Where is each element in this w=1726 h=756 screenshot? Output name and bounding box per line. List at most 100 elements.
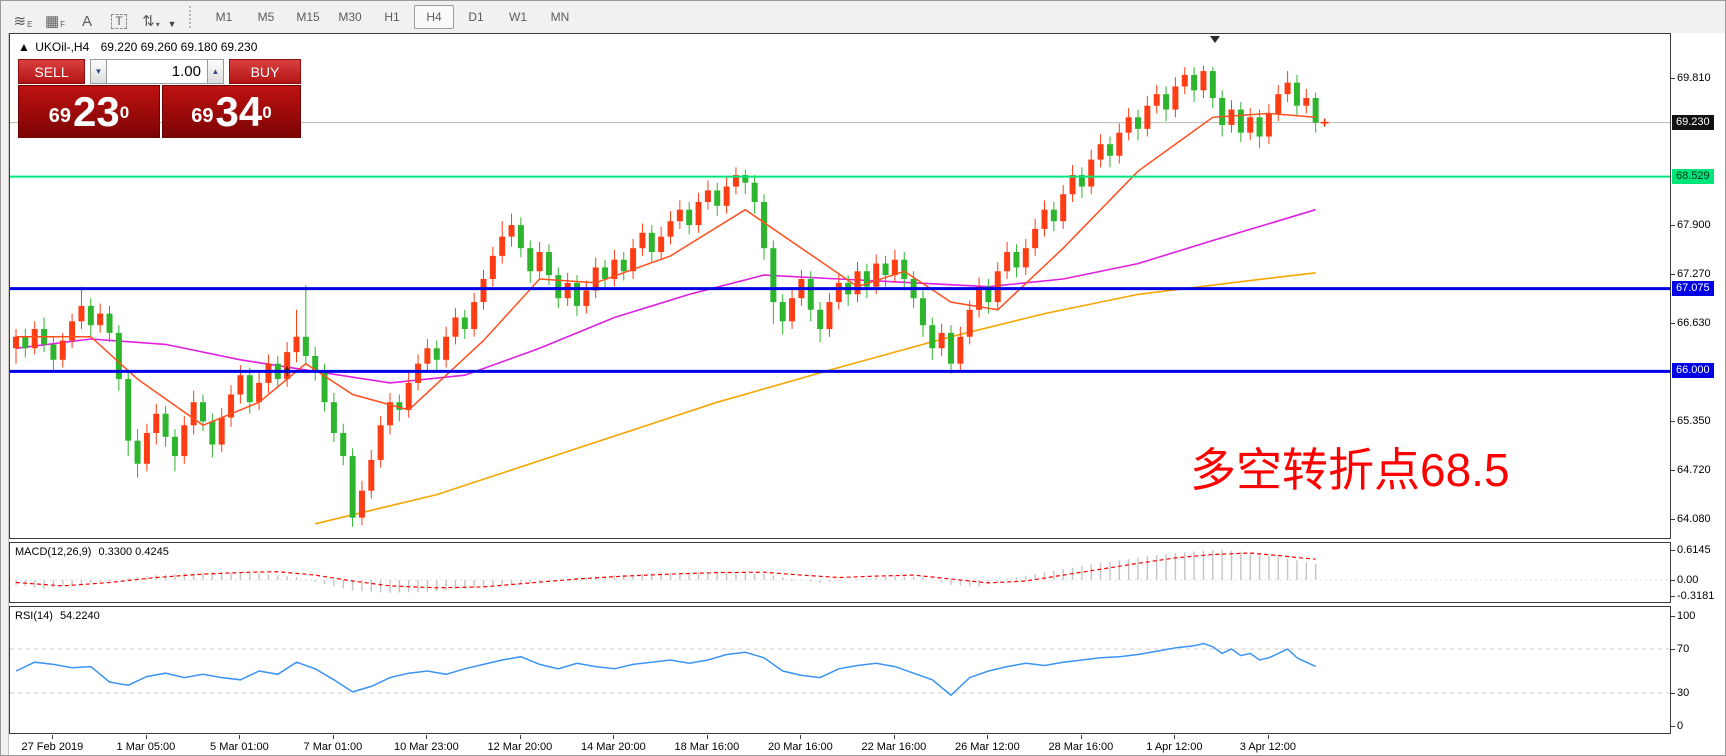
rsi-name: RSI(14) [15, 610, 53, 622]
time-tick [1174, 735, 1176, 739]
time-axis-label: 14 Mar 20:00 [580, 741, 646, 753]
main-price-chart[interactable]: † ▲ UKOil-,H4 69.220 69.260 69.180 69.23… [9, 33, 1671, 539]
scale-tick [1671, 470, 1675, 471]
chart-object-cross: † [284, 364, 291, 378]
timeframe-button-H4[interactable]: H4 [414, 5, 454, 29]
sell-quote-whole: 69 [48, 105, 72, 127]
one-click-trading-panel: SELL ▼ ▲ BUY 69 23 0 69 34 0 [18, 59, 304, 138]
time-axis-label: 28 Mar 16:00 [1048, 741, 1114, 753]
toolbar-separator [189, 6, 198, 28]
time-axis-label: 1 Mar 05:00 [116, 741, 176, 753]
rsi-axis-label: 100 [1677, 610, 1696, 622]
time-tick [332, 735, 334, 739]
time-tick [239, 735, 241, 739]
rsi-label: RSI(14) 54.2240 [15, 610, 100, 622]
timeframe-button-M5[interactable]: M5 [257, 10, 275, 24]
rsi-value: 54.2240 [59, 610, 100, 622]
time-axis-label: 20 Mar 16:00 [767, 741, 833, 753]
time-tick [52, 735, 54, 739]
buy-quote-display[interactable]: 69 34 0 [162, 85, 301, 138]
rsi-axis-label: 0 [1677, 720, 1684, 732]
time-tick [519, 735, 521, 739]
symbol-label: UKOil-,H4 [35, 40, 90, 54]
time-axis-label: 5 Mar 01:00 [210, 741, 269, 753]
chart-workspace: † ▲ UKOil-,H4 69.220 69.260 69.180 69.23… [1, 33, 1725, 755]
time-tick [800, 735, 802, 739]
time-axis-label: 12 Mar 20:00 [487, 741, 553, 753]
timeframe-button-H1[interactable]: H1 [384, 10, 400, 24]
timeframe-button-M30[interactable]: M30 [338, 10, 362, 24]
scale-tick [1671, 596, 1675, 597]
buy-quote-pips: 34 [215, 87, 263, 135]
macd-indicator-panel[interactable]: MACD(12,26,9) 0.3300 0.4245 [9, 542, 1671, 603]
time-axis-label: 26 Mar 12:00 [954, 741, 1020, 753]
volume-input[interactable] [107, 59, 207, 84]
macd-values: 0.3300 0.4245 [98, 546, 169, 558]
timeframe-button-W1[interactable]: W1 [509, 10, 527, 24]
time-tick [145, 735, 147, 739]
candlestick-canvas[interactable]: † [10, 34, 1670, 538]
time-axis-label: 27 Feb 2019 [21, 741, 84, 753]
ohlc-values: 69.220 69.260 69.180 69.230 [100, 40, 258, 54]
price-tick-label: 64.720 [1677, 464, 1711, 476]
tools-dropdown-arrow-icon[interactable]: ▼ [167, 19, 177, 29]
timeframe-button-D1[interactable]: D1 [468, 10, 484, 24]
volume-increase-button[interactable]: ▲ [207, 59, 224, 84]
scale-tick [1671, 580, 1675, 581]
time-tick [426, 735, 428, 739]
sell-button[interactable]: SELL [18, 59, 85, 84]
arrow-objects-icon[interactable]: ⇅ ▾ [142, 13, 160, 30]
indicator-lines-icon[interactable]: ≋ E [13, 13, 33, 30]
timeframe-button-MN[interactable]: MN [550, 10, 570, 24]
time-tick [613, 735, 615, 739]
text-box-icon[interactable]: T [105, 4, 133, 30]
price-tick-label: 64.080 [1677, 513, 1711, 525]
chart-title: ▲ UKOil-,H4 69.220 69.260 69.180 69.230 [18, 40, 257, 54]
scale-tick [1671, 726, 1675, 727]
time-axis[interactable]: 27 Feb 2019 1 Mar 05:00 5 Mar 01:00 7 Mar 0… [9, 735, 1671, 755]
price-tick-label: 69.810 [1677, 72, 1711, 84]
timeframe-toolbar: M1 M5 M15 M30 H1 H4 D1 W1 MN [204, 5, 580, 29]
time-axis-label: 18 Mar 16:00 [674, 741, 740, 753]
caret-up-icon: ▲ [211, 67, 220, 76]
price-badge-68.529: 68.529 [1672, 169, 1714, 184]
price-badge-66.000: 66.000 [1672, 363, 1714, 378]
macd-label: MACD(12,26,9) 0.3300 0.4245 [15, 546, 169, 558]
time-tick [1080, 735, 1082, 739]
chart-shift-marker-icon[interactable] [1210, 36, 1220, 43]
price-tick-label: 67.900 [1677, 219, 1711, 231]
timeframe-button-M1[interactable]: M1 [215, 10, 233, 24]
collapse-arrow-icon[interactable]: ▲ [18, 40, 30, 54]
text-label-icon[interactable]: A [81, 13, 92, 30]
time-axis-label: 3 Apr 12:00 [1239, 741, 1297, 753]
time-tick [987, 735, 989, 739]
scale-tick [1671, 550, 1675, 551]
time-tick [893, 735, 895, 739]
sell-quote-display[interactable]: 69 23 0 [18, 85, 160, 138]
scale-tick [1671, 78, 1675, 79]
time-axis-label: 10 Mar 23:00 [393, 741, 459, 753]
buy-button[interactable]: BUY [229, 59, 301, 84]
volume-decrease-button[interactable]: ▼ [90, 59, 107, 84]
scale-tick [1671, 421, 1675, 422]
scale-tick [1671, 693, 1675, 694]
sell-quote-pips: 23 [73, 87, 120, 135]
caret-down-icon: ▼ [94, 67, 103, 76]
chart-text-annotation: 多空转折点68.5 [1190, 444, 1510, 496]
price-scale[interactable]: 69.810 67.900 67.270 66.630 65.350 64.720 64.0… [1671, 33, 1725, 755]
timeframe-button-M15[interactable]: M15 [296, 10, 320, 24]
time-axis-label: 1 Apr 12:00 [1146, 741, 1203, 753]
rsi-axis-label: 70 [1677, 643, 1690, 655]
rsi-axis-label: 30 [1677, 687, 1690, 699]
scale-tick [1671, 616, 1675, 617]
buy-quote-point: 0 [262, 102, 272, 122]
macd-axis-label: 0.00 [1677, 574, 1699, 586]
drawing-tools-group: ≋ E ▦ F A T ⇅ ▾ [1, 4, 165, 30]
macd-name: MACD(12,26,9) [15, 546, 92, 558]
buy-quote-whole: 69 [191, 105, 214, 127]
scale-tick [1671, 274, 1675, 275]
grid-pattern-icon[interactable]: ▦ F [44, 13, 66, 30]
time-axis-label: 7 Mar 01:00 [303, 741, 363, 753]
rsi-indicator-panel[interactable]: RSI(14) 54.2240 [9, 606, 1671, 734]
